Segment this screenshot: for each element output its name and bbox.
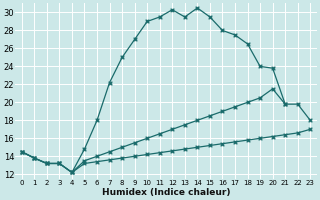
X-axis label: Humidex (Indice chaleur): Humidex (Indice chaleur)	[102, 188, 230, 197]
